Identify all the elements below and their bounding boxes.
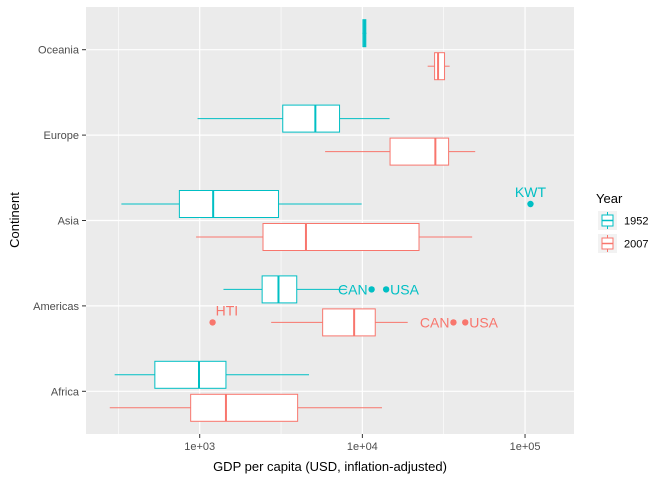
y-axis: Africa Americas Asia Europe Oceania bbox=[33, 45, 86, 398]
x-tick-label: 1e+05 bbox=[510, 441, 541, 453]
outlier-point-can-2007 bbox=[450, 319, 457, 326]
outlier-label-kwt-1952: KWT bbox=[515, 184, 547, 200]
outlier-label-usa-2007: USA bbox=[469, 314, 498, 330]
y-tick-label: Africa bbox=[51, 386, 80, 398]
box-iqr bbox=[322, 308, 376, 337]
box-iqr bbox=[190, 393, 299, 422]
x-tick-label: 1e+04 bbox=[347, 441, 378, 453]
outlier-point-usa-1952 bbox=[382, 286, 390, 293]
outlier-layer: CAN USA KWT HTI CAN USA bbox=[209, 184, 546, 330]
outlier-point-hti-2007 bbox=[209, 319, 216, 326]
y-tick-label: Oceania bbox=[38, 45, 80, 57]
box-americas-2007 bbox=[271, 308, 408, 337]
y-tick-label: Americas bbox=[33, 301, 79, 313]
box-iqr bbox=[282, 104, 341, 133]
box-layer bbox=[109, 19, 476, 422]
box-asia-2007 bbox=[196, 223, 473, 251]
legend: Year 1952 2007 bbox=[596, 191, 648, 253]
box-iqr bbox=[434, 52, 446, 81]
outlier-label-usa-1952: USA bbox=[390, 281, 419, 297]
outlier-point-usa-2007 bbox=[462, 319, 469, 326]
y-tick-label: Asia bbox=[58, 216, 80, 228]
legend-label-1952: 1952 bbox=[624, 216, 648, 228]
box-africa-2007 bbox=[109, 393, 382, 422]
legend-key-1952 bbox=[598, 211, 617, 230]
outlier-label-hti-2007: HTI bbox=[216, 302, 239, 318]
legend-label-2007: 2007 bbox=[624, 239, 648, 251]
box-iqr bbox=[178, 190, 279, 218]
box-africa-1952 bbox=[114, 360, 310, 389]
box-iqr bbox=[389, 137, 450, 166]
box-europe-1952 bbox=[197, 104, 390, 133]
outlier-point-kwt-1952 bbox=[527, 200, 534, 208]
box-oceania-1952 bbox=[362, 19, 367, 48]
outlier-label-can-1952: CAN bbox=[338, 281, 368, 297]
major-gridlines bbox=[86, 7, 574, 434]
box-iqr bbox=[262, 223, 420, 251]
outlier-label-can-2007: CAN bbox=[420, 314, 450, 330]
legend-key-2007 bbox=[598, 234, 617, 253]
outlier-point-can-1952 bbox=[368, 286, 375, 293]
x-tick-label: 1e+03 bbox=[184, 441, 215, 453]
y-axis-title: Continent bbox=[7, 192, 22, 248]
x-axis: 1e+03 1e+04 1e+05 bbox=[184, 434, 540, 453]
box-asia-1952 bbox=[121, 190, 362, 218]
box-europe-2007 bbox=[325, 137, 476, 166]
x-axis-title: GDP per capita (USD, inflation-adjusted) bbox=[213, 459, 447, 474]
box-oceania-2007 bbox=[427, 52, 450, 81]
box-americas-1952 bbox=[223, 275, 347, 304]
legend-title: Year bbox=[596, 191, 623, 206]
box-iqr bbox=[154, 360, 227, 389]
y-tick-label: Europe bbox=[44, 130, 79, 142]
